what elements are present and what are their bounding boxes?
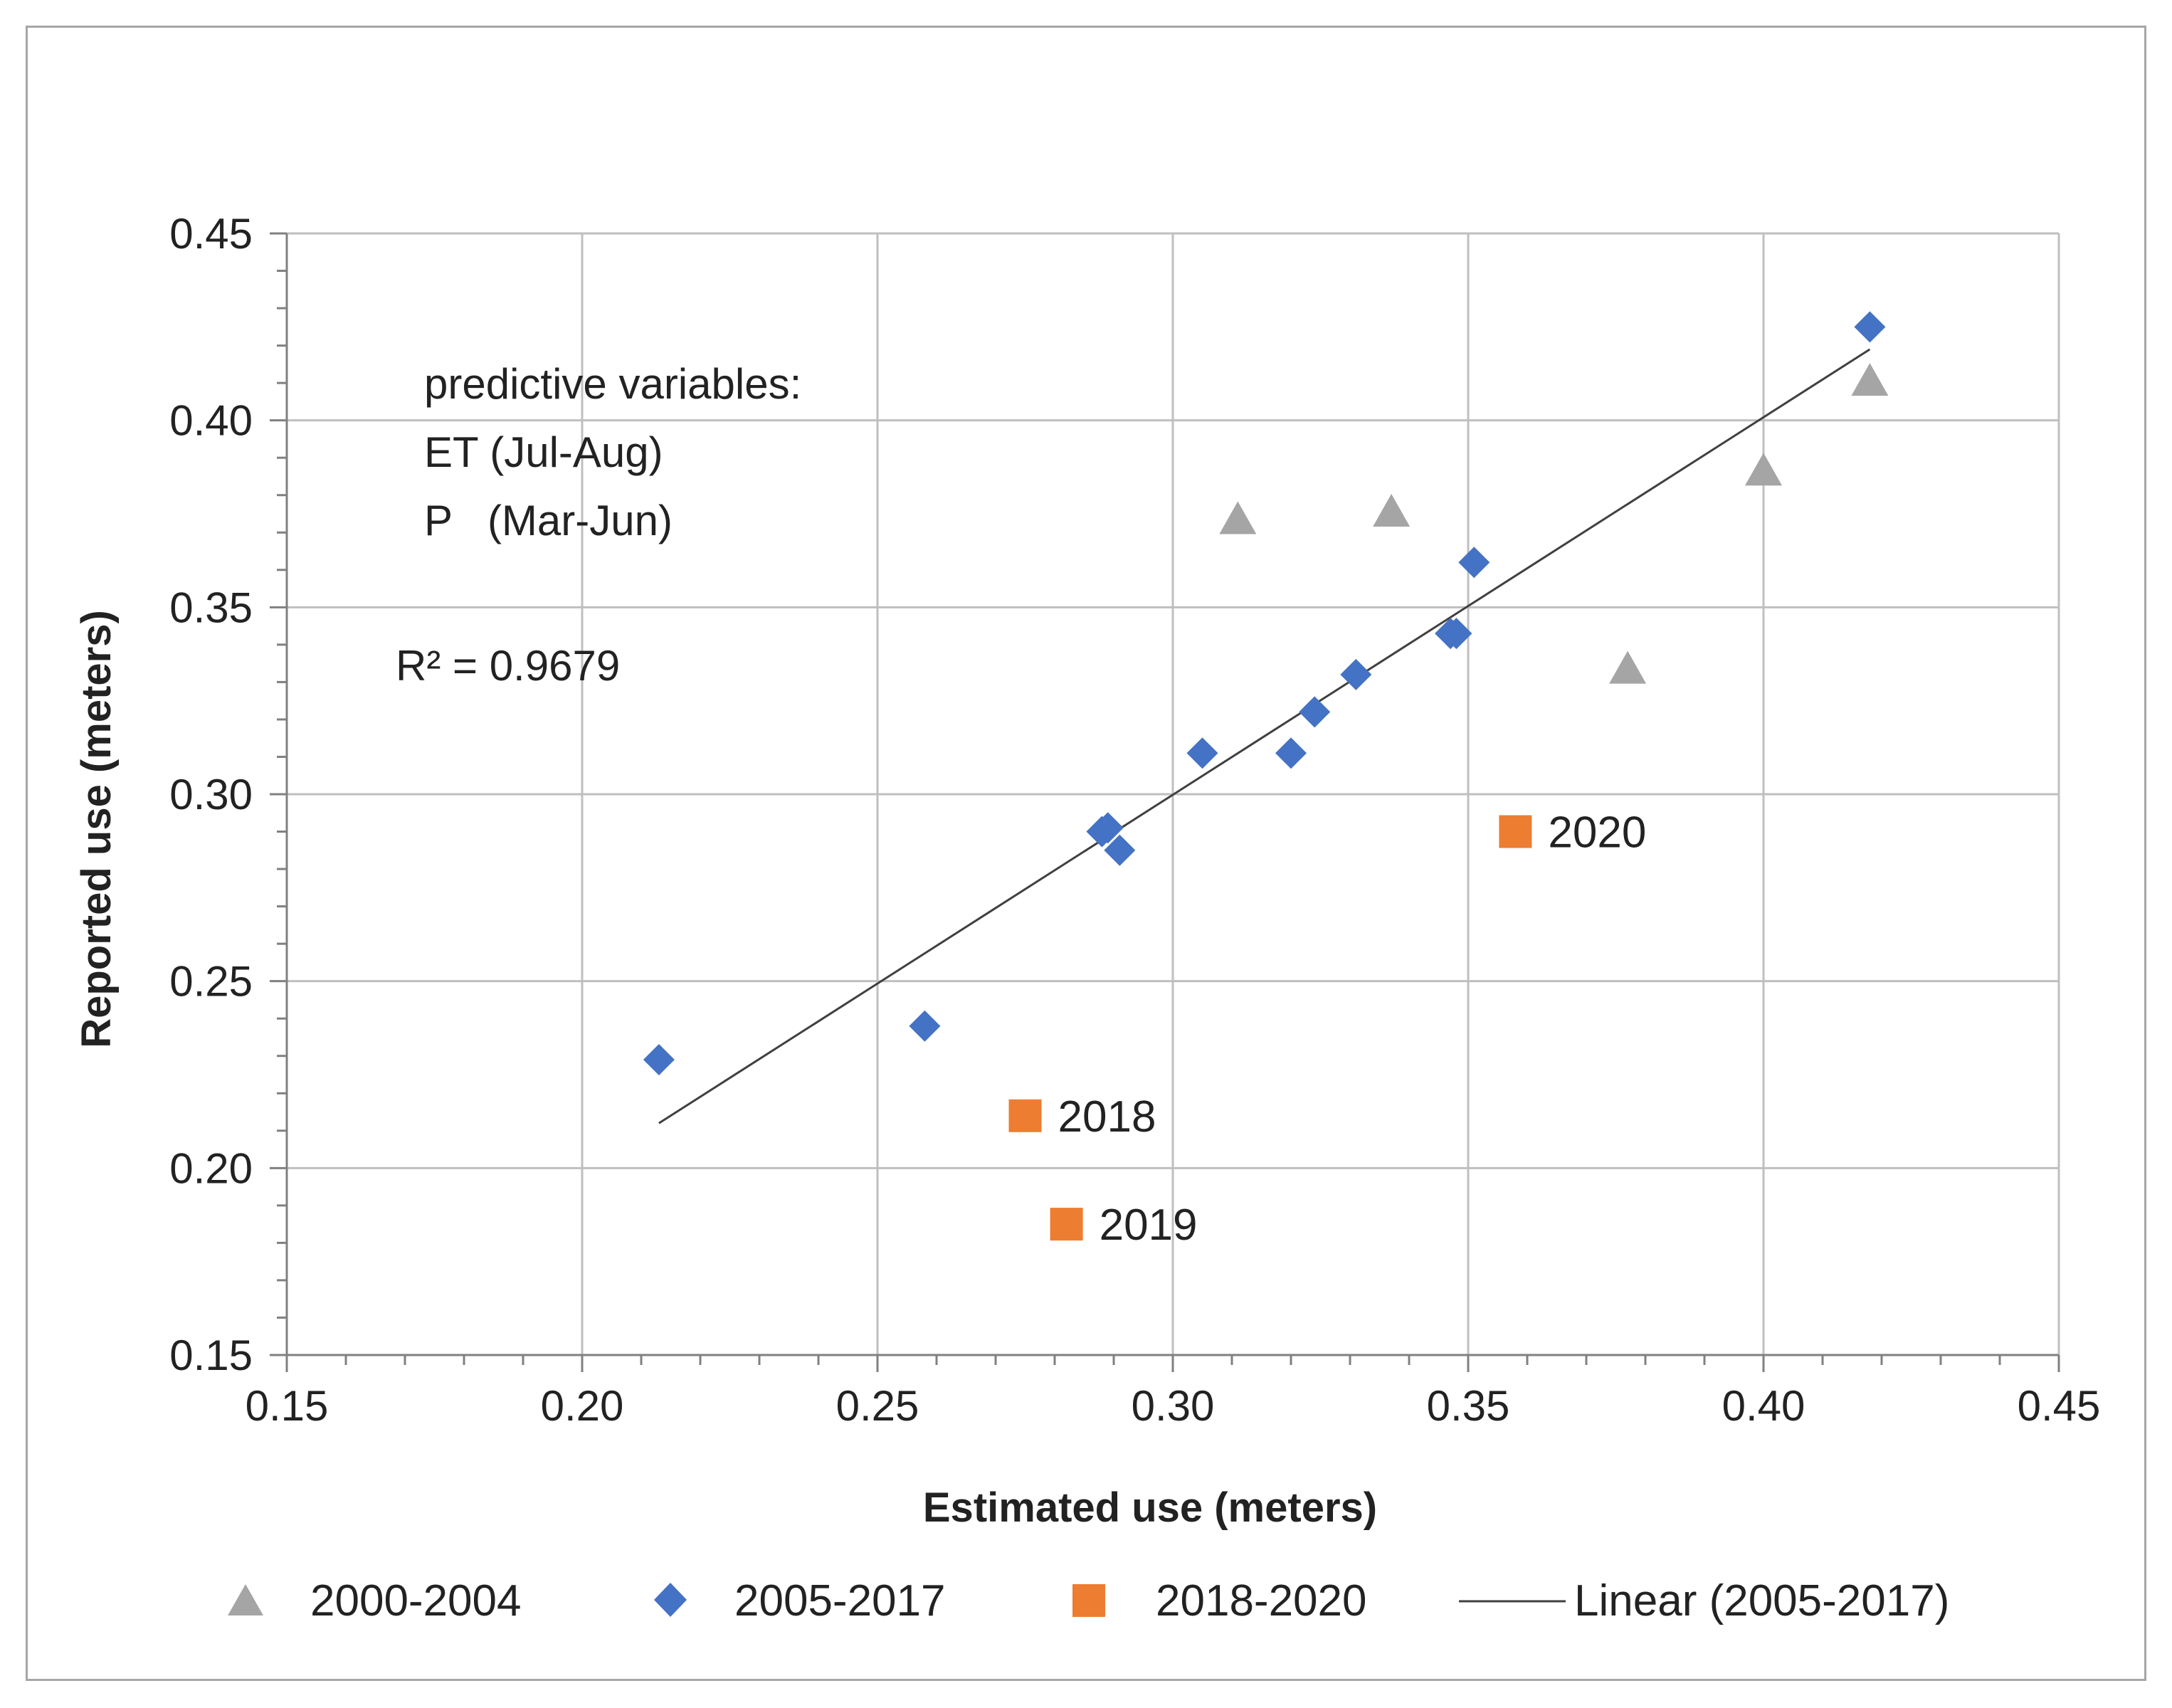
x-axis-title: Estimated use (meters) — [923, 1485, 1377, 1531]
legend-item-2005-2017: 2005-2017 — [654, 1576, 946, 1625]
trendline-linear-2005-2017 — [658, 348, 1871, 1124]
y-tick-label: 0.20 — [169, 1144, 253, 1192]
point-2005-2017-7 — [1299, 696, 1331, 728]
y-tick-label: 0.35 — [169, 584, 253, 631]
y-tick-label: 0.30 — [169, 771, 253, 818]
point-2005-2017-12 — [1854, 311, 1886, 343]
point-2005-2017-10 — [1440, 618, 1472, 650]
x-tick-label: 0.45 — [2018, 1382, 2101, 1430]
legend-item-linear: Linear (2005-2017) — [1459, 1576, 1949, 1625]
point-2005-2017-11 — [1458, 547, 1490, 579]
y-tick-label: 0.15 — [169, 1332, 253, 1379]
legend-label-2000-2004: 2000-2004 — [310, 1576, 522, 1625]
legend-item-2018-2020: 2018-2020 — [1072, 1576, 1367, 1625]
point-2005-2017-0 — [643, 1043, 675, 1075]
legend-label-2018-2020: 2018-2020 — [1156, 1576, 1367, 1625]
point-2005-2017-4 — [1104, 834, 1136, 866]
point-2005-2017-1 — [909, 1010, 941, 1042]
point-2000-2004-3 — [1745, 453, 1782, 486]
x-tick-label: 0.20 — [541, 1382, 624, 1430]
annotation-line-1: predictive variables: — [424, 360, 801, 408]
annotation-line-2: ET (Jul-Aug) — [424, 428, 663, 476]
axes — [270, 232, 2060, 1372]
chart-frame — [26, 26, 2146, 1681]
point-2000-2004-0 — [1219, 501, 1257, 534]
legend-diamond-marker — [654, 1583, 687, 1617]
legend-square-marker — [1072, 1584, 1105, 1617]
x-tick-label: 0.15 — [246, 1382, 329, 1430]
annotation-block: predictive variables: ET (Jul-Aug) P (Ma… — [396, 360, 801, 690]
legend-label-linear: Linear (2005-2017) — [1574, 1576, 1949, 1625]
point-label-2019: 2019 — [1100, 1201, 1198, 1250]
point-label-2018: 2018 — [1058, 1092, 1156, 1142]
point-2005-2017-5 — [1186, 737, 1218, 769]
point-2000-2004-1 — [1373, 494, 1411, 527]
x-tick-label: 0.40 — [1722, 1382, 1805, 1430]
y-tick-label: 0.25 — [169, 958, 253, 1006]
tick-labels: 0.15 0.20 0.25 0.30 0.35 0.40 0.45 0.15 0.20 0.25… — [169, 210, 2100, 1430]
legend: 2000-2004 2005-2017 2018-2020 Linear (20… — [228, 1576, 1949, 1625]
y-tick-label: 0.40 — [169, 397, 253, 445]
point-2005-2017-3 — [1092, 812, 1124, 844]
x-tick-label: 0.30 — [1132, 1382, 1215, 1430]
point-2005-2017-8 — [1340, 658, 1372, 690]
x-tick-label: 0.35 — [1427, 1382, 1510, 1430]
point-2018-2020-0 — [1008, 1099, 1042, 1132]
point-2000-2004-4 — [1851, 363, 1889, 396]
x-tick-label: 0.25 — [836, 1382, 919, 1430]
y-tick-label: 0.45 — [169, 210, 253, 258]
point-2005-2017-6 — [1275, 737, 1307, 769]
point-2018-2020-1 — [1050, 1208, 1083, 1241]
annotation-line-3: P (Mar-Jun) — [424, 497, 673, 544]
data-points: 2018 2019 2020 — [643, 311, 1889, 1250]
legend-triangle-marker — [228, 1584, 263, 1615]
legend-label-2005-2017: 2005-2017 — [734, 1576, 946, 1625]
point-2000-2004-2 — [1609, 650, 1647, 684]
trendline-layer — [658, 348, 1871, 1124]
point-label-2020: 2020 — [1548, 808, 1646, 858]
legend-item-2000-2004: 2000-2004 — [228, 1576, 522, 1625]
point-2018-2020-2 — [1499, 815, 1532, 848]
r-squared-label: R² = 0.9679 — [396, 642, 620, 690]
y-axis-title: Reported use (meters) — [73, 610, 120, 1048]
